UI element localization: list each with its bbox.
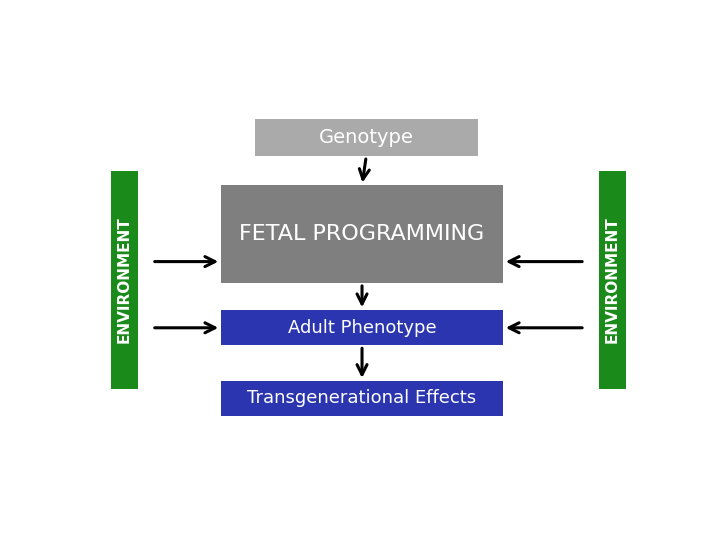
Text: ENVIRONMENT: ENVIRONMENT xyxy=(605,217,620,343)
Text: ENVIRONMENT: ENVIRONMENT xyxy=(117,217,132,343)
Bar xyxy=(221,381,503,416)
Text: Genotype: Genotype xyxy=(319,128,414,147)
Bar xyxy=(221,185,503,283)
Text: Transgenerational Effects: Transgenerational Effects xyxy=(248,389,477,408)
Bar xyxy=(255,119,478,156)
Bar xyxy=(599,171,626,389)
Text: Adult Phenotype: Adult Phenotype xyxy=(288,319,436,337)
Text: FETAL PROGRAMMING: FETAL PROGRAMMING xyxy=(239,224,485,244)
Bar xyxy=(111,171,138,389)
Bar xyxy=(221,310,503,346)
